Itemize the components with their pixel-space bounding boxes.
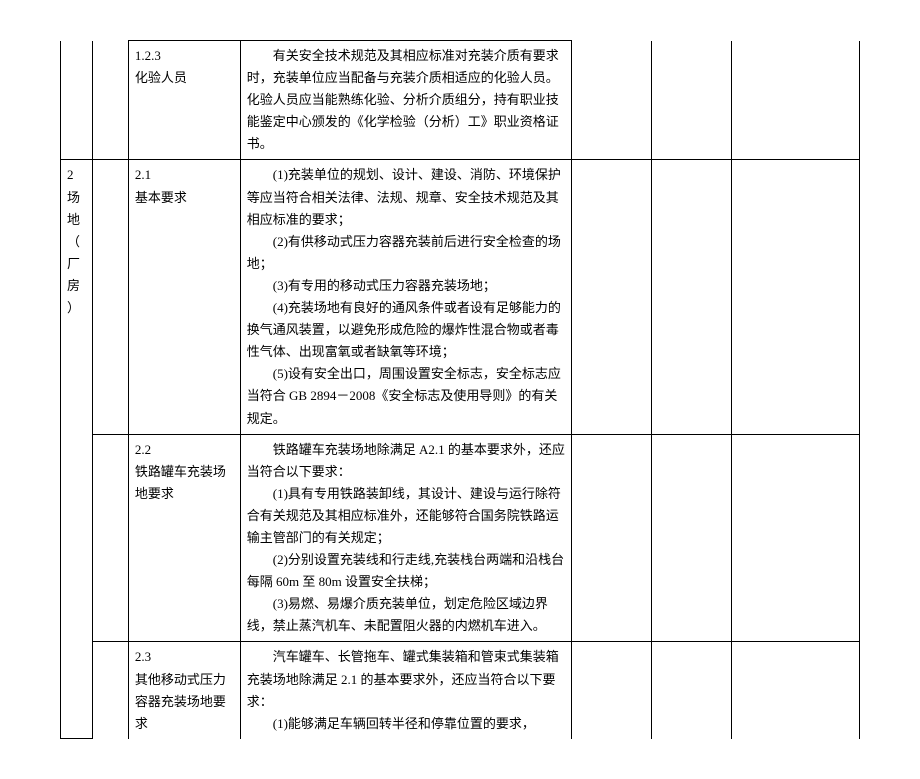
blank-cell	[732, 41, 860, 160]
clause-content: 铁路罐车充装场地除满足 A2.1 的基本要求外，还应当符合以下要求： (1)具有…	[240, 434, 572, 642]
blank-cell	[572, 434, 652, 642]
blank-cell	[652, 160, 732, 434]
sub-index	[92, 160, 128, 434]
clause-title: 2.1基本要求	[128, 160, 240, 434]
table-row: 2场地（厂房）2.1基本要求 (1)充装单位的规划、设计、建设、消防、环境保护等…	[61, 160, 860, 434]
sub-index	[92, 41, 128, 160]
blank-cell	[732, 434, 860, 642]
clause-content: 有关安全技术规范及其相应标准对充装介质有要求时，充装单位应当配备与充装介质相适应…	[240, 41, 572, 160]
blank-cell	[572, 642, 652, 739]
clause-title: 2.2铁路罐车充装场地要求	[128, 434, 240, 642]
blank-cell	[652, 41, 732, 160]
blank-cell	[732, 642, 860, 739]
clause-content: (1)充装单位的规划、设计、建设、消防、环境保护等应当符合相关法律、法规、规章、…	[240, 160, 572, 434]
table-row: 1.2.3化验人员 有关安全技术规范及其相应标准对充装介质有要求时，充装单位应当…	[61, 41, 860, 160]
clause-title: 1.2.3化验人员	[128, 41, 240, 160]
blank-cell	[732, 160, 860, 434]
clause-title: 2.3其他移动式压力容器充装场地要求	[128, 642, 240, 739]
blank-cell	[572, 160, 652, 434]
blank-cell	[652, 434, 732, 642]
sub-index	[92, 434, 128, 642]
clause-content: 汽车罐车、长管拖车、罐式集装箱和管束式集装箱充装场地除满足 2.1 的基本要求外…	[240, 642, 572, 739]
blank-cell	[652, 642, 732, 739]
blank-cell	[572, 41, 652, 160]
table-row: 2.2铁路罐车充装场地要求 铁路罐车充装场地除满足 A2.1 的基本要求外，还应…	[61, 434, 860, 642]
sub-index	[92, 642, 128, 739]
table-row: 2.3其他移动式压力容器充装场地要求 汽车罐车、长管拖车、罐式集装箱和管束式集装…	[61, 642, 860, 739]
spec-table: 1.2.3化验人员 有关安全技术规范及其相应标准对充装介质有要求时，充装单位应当…	[60, 40, 860, 739]
section-index: 2场地（厂房）	[61, 160, 93, 739]
section-index	[61, 41, 93, 160]
